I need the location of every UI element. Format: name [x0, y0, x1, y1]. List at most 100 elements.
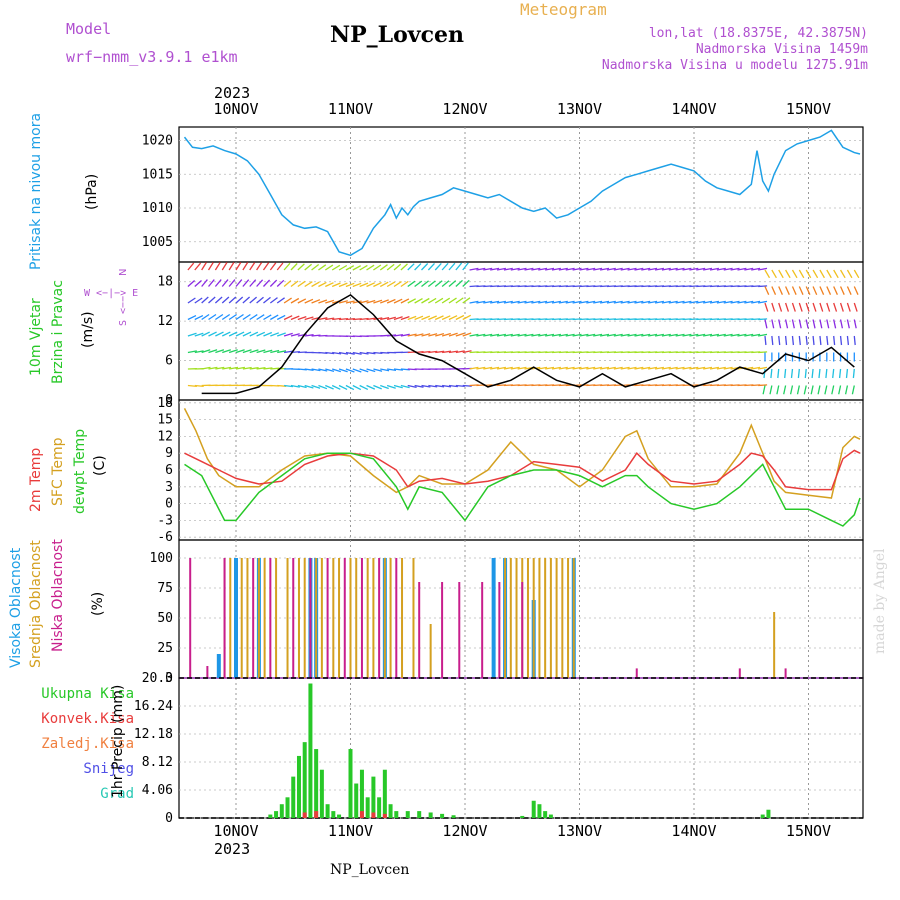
wind-arrow	[448, 280, 457, 287]
wind-arrow	[764, 286, 770, 295]
wind-arrow	[758, 333, 768, 337]
temp-ytick: 12	[157, 429, 173, 444]
wind-arrow	[304, 384, 314, 389]
wind-arrow	[194, 315, 204, 321]
precip-bar	[531, 800, 536, 818]
wind-ytick: 6	[165, 354, 173, 369]
wind-arrow	[366, 317, 376, 321]
model-name: wrf−nmm_v3.9.1 e1km	[66, 48, 238, 66]
cloud-bar	[326, 558, 329, 678]
precip-bar	[377, 797, 382, 818]
wind-arrow	[448, 262, 456, 271]
wind-arrow	[201, 279, 208, 287]
wind-arrow	[270, 349, 280, 354]
wind-arrow	[833, 302, 838, 312]
wind-arrow	[483, 333, 493, 337]
wind-arrow	[810, 385, 814, 395]
wind-arrow	[421, 297, 430, 304]
wind-arrow	[641, 333, 651, 337]
wind-arrow	[703, 300, 713, 304]
wind-arrow	[373, 351, 383, 355]
precip-bar	[314, 749, 319, 818]
precip-bar	[354, 783, 359, 818]
wind-arrow	[784, 368, 787, 379]
wind-arrow	[682, 300, 692, 304]
wind-arrow	[441, 315, 451, 321]
wind-arrow	[311, 281, 320, 288]
wind-arrow	[311, 384, 321, 389]
cloud-bar	[355, 558, 358, 678]
cloud-bar	[738, 668, 741, 678]
wind-arrow	[318, 299, 328, 304]
wind-arrow	[421, 333, 431, 337]
wind-arrow	[558, 333, 568, 337]
wind-arrow	[338, 317, 349, 321]
wind-arrow	[283, 350, 294, 354]
wind-arrow	[751, 267, 761, 271]
precip-bar	[440, 813, 445, 818]
precip-bar	[428, 812, 433, 818]
wind-arrow	[620, 333, 630, 337]
wind-arrow	[435, 332, 445, 337]
wind-arrow	[668, 333, 678, 337]
precip-bar	[314, 811, 319, 818]
wind-arrow	[263, 331, 273, 337]
wind-arrow	[290, 384, 300, 388]
wind-arrow	[242, 262, 249, 271]
wind-arrow	[483, 267, 493, 271]
precip-label-1: Ukupna Kisa	[41, 686, 134, 702]
wind-arrow	[228, 279, 236, 287]
wind-arrow	[414, 315, 424, 321]
cloud-bar	[635, 668, 638, 678]
wind-arrow	[538, 300, 548, 304]
date-label-top: 10NOV	[213, 100, 258, 118]
wind-arrow	[276, 262, 284, 271]
cloud-bar	[509, 558, 512, 678]
wind-arrow	[338, 384, 348, 390]
wind-arrow	[819, 335, 822, 346]
wind-arrow	[393, 368, 403, 371]
wind-arrow	[366, 264, 375, 271]
temp-ytick: 6	[165, 463, 173, 478]
wind-arrow	[572, 300, 582, 304]
precip-ytick: 12.18	[134, 727, 173, 742]
date-label-top: 13NOV	[557, 100, 602, 118]
wind-arrow	[276, 297, 285, 304]
wind-arrow	[318, 281, 327, 288]
wind-arrow	[270, 314, 279, 321]
wind-arrow	[510, 300, 520, 304]
wind-arrow	[703, 333, 713, 337]
wind-arrow	[352, 265, 362, 271]
wind-arrow	[709, 267, 720, 271]
wind-arrow	[338, 368, 348, 373]
cloud-bar	[515, 558, 518, 678]
precip-bar	[296, 755, 301, 818]
pressure-ytick: 1015	[142, 167, 173, 182]
pressure-ytick: 1010	[142, 201, 173, 216]
wind-arrow	[400, 280, 409, 288]
wind-arrow	[242, 331, 252, 337]
cloud-bar	[297, 558, 300, 678]
wind-arrow	[675, 333, 685, 337]
wind-arrow	[545, 267, 555, 271]
cloud-bar	[332, 558, 335, 678]
wind-arrow	[696, 267, 706, 271]
wind-arrow	[297, 263, 305, 271]
precip-bar	[382, 813, 387, 818]
wind-arrow	[812, 302, 817, 312]
wind-arrow	[297, 280, 306, 288]
wind-arrow	[496, 300, 507, 304]
wind-arrow	[791, 269, 798, 279]
wind-arrow	[379, 281, 389, 288]
cloud-bar	[223, 558, 226, 678]
wind-arrow	[593, 333, 603, 337]
wind-arrow	[235, 262, 242, 271]
wind-arrow	[235, 366, 246, 370]
wind-arrow	[455, 314, 465, 321]
wind-arrow	[785, 286, 790, 295]
wind-ytick: 12	[157, 314, 173, 329]
date-label-top: 15NOV	[786, 100, 831, 118]
wind-arrow	[201, 349, 211, 354]
wind-arrow	[256, 367, 266, 370]
wind-arrow	[400, 298, 410, 304]
